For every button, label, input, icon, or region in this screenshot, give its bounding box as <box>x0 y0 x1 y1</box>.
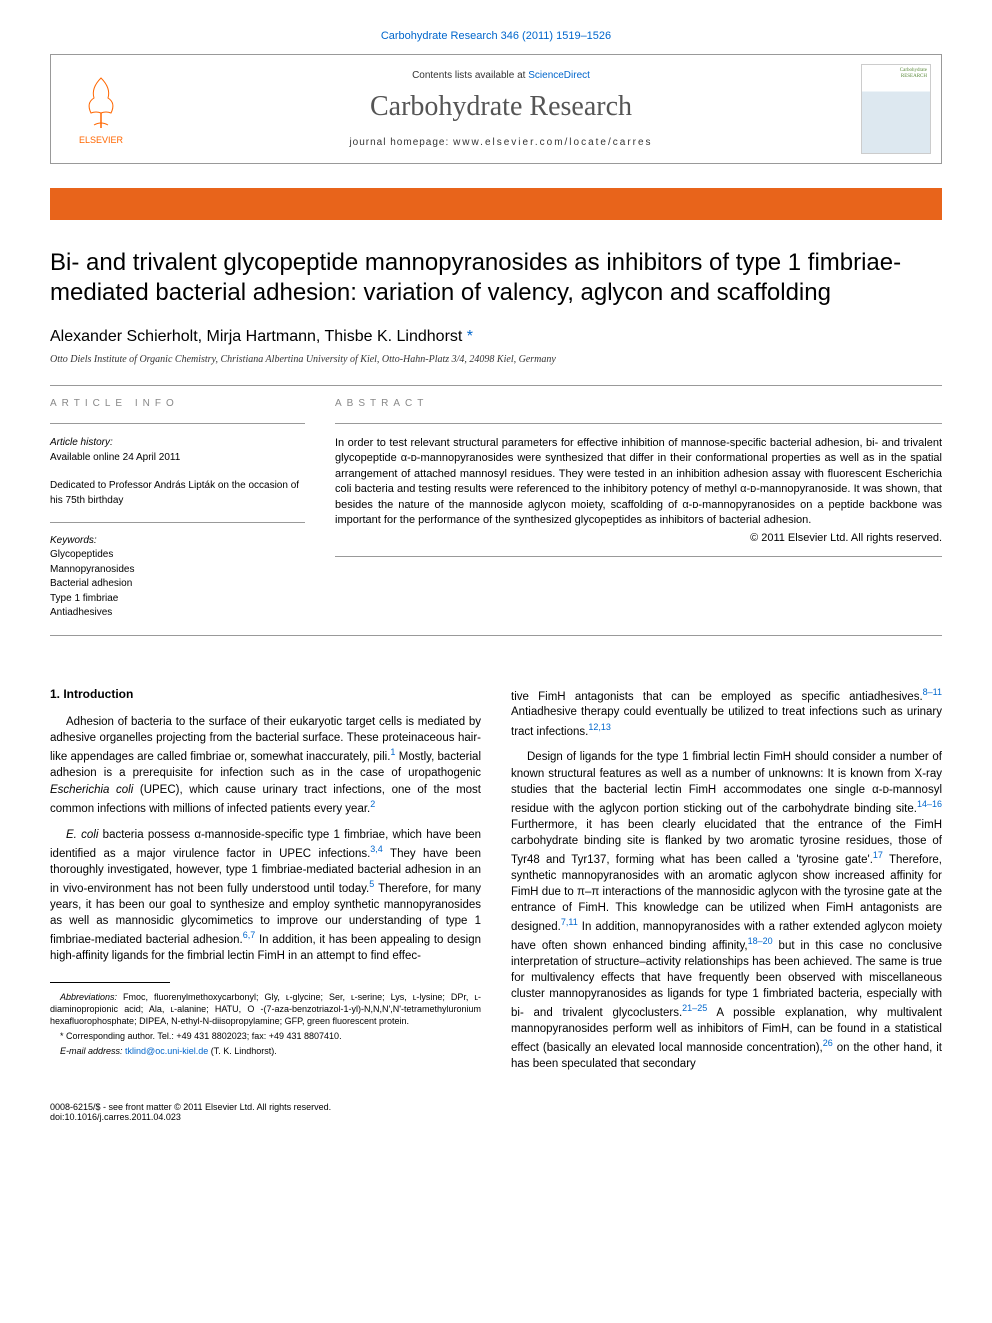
intro-heading: 1. Introduction <box>50 686 481 703</box>
keyword: Glycopeptides <box>50 548 305 563</box>
doi: doi:10.1016/j.carres.2011.04.023 <box>50 1112 942 1122</box>
article-title: Bi- and trivalent glycopeptide mannopyra… <box>50 248 942 308</box>
abstract-label: ABSTRACT <box>335 398 942 409</box>
journal-cover-thumbnail[interactable]: CarbohydrateRESEARCH <box>861 64 931 154</box>
ref-link[interactable]: 18–20 <box>748 936 773 946</box>
journal-header-box: ELSEVIER Contents lists available at Sci… <box>50 54 942 164</box>
divider <box>50 522 305 523</box>
sciencedirect-link[interactable]: ScienceDirect <box>528 70 590 81</box>
journal-name: Carbohydrate Research <box>141 91 861 123</box>
left-column: 1. Introduction Adhesion of bacteria to … <box>50 686 481 1083</box>
authors-text: Alexander Schierholt, Mirja Hartmann, Th… <box>50 328 462 345</box>
abstract-copyright: © 2011 Elsevier Ltd. All rights reserved… <box>335 532 942 544</box>
email-link[interactable]: tklind@oc.uni-kiel.de <box>125 1046 208 1056</box>
history-text: Available online 24 April 2011 <box>50 452 180 463</box>
divider <box>50 423 305 424</box>
ref-link[interactable]: 6,7 <box>243 930 256 940</box>
footnote-separator <box>50 982 170 983</box>
abbreviations-footnote: Abbreviations: Fmoc, fluorenylmethoxycar… <box>50 991 481 1027</box>
ref-link[interactable]: 8–11 <box>923 687 942 697</box>
homepage-text: journal homepage: www.elsevier.com/locat… <box>141 137 861 148</box>
ref-link[interactable]: 7,11 <box>561 917 578 927</box>
right-column: tive FimH antagonists that can be employ… <box>511 686 942 1083</box>
ref-link[interactable]: 12,13 <box>588 722 611 732</box>
keyword: Mannopyranosides <box>50 563 305 578</box>
abstract-column: ABSTRACT In order to test relevant struc… <box>335 398 942 621</box>
keywords-label: Keywords: <box>50 535 305 546</box>
dedication: Dedicated to Professor András Lipták on … <box>50 479 305 508</box>
intro-p2: E. coli bacteria possess α-mannoside-spe… <box>50 827 481 964</box>
cover-label: CarbohydrateRESEARCH <box>900 68 927 79</box>
divider <box>335 556 942 557</box>
intro-p1: Adhesion of bacteria to the surface of t… <box>50 714 481 816</box>
elsevier-logo[interactable]: ELSEVIER <box>61 64 141 154</box>
ref-link[interactable]: 21–25 <box>682 1003 707 1013</box>
header-center: Contents lists available at ScienceDirec… <box>141 70 861 148</box>
keyword: Antiadhesives <box>50 606 305 621</box>
contents-prefix: Contents lists available at <box>412 70 528 81</box>
affiliation: Otto Diels Institute of Organic Chemistr… <box>50 354 942 365</box>
footnotes: Abbreviations: Fmoc, fluorenylmethoxycar… <box>50 991 481 1058</box>
divider <box>50 385 942 386</box>
keyword: Type 1 fimbriae <box>50 592 305 607</box>
elsevier-text: ELSEVIER <box>79 135 123 145</box>
journal-ref-text[interactable]: Carbohydrate Research 346 (2011) 1519–15… <box>381 30 611 42</box>
history-label: Article history: <box>50 437 113 448</box>
front-matter-copyright: 0008-6215/$ - see front matter © 2011 El… <box>50 1102 942 1112</box>
info-abstract-row: ARTICLE INFO Article history: Available … <box>50 398 942 621</box>
elsevier-tree-icon <box>76 73 126 133</box>
email-footnote: E-mail address: tklind@oc.uni-kiel.de (T… <box>50 1045 481 1057</box>
article-info-label: ARTICLE INFO <box>50 398 305 409</box>
intro-p4: Design of ligands for the type 1 fimbria… <box>511 749 942 1072</box>
ref-link[interactable]: 17 <box>873 850 883 860</box>
corresponding-marker[interactable]: * <box>467 328 473 345</box>
ref-link[interactable]: 2 <box>370 799 375 809</box>
keyword: Bacterial adhesion <box>50 577 305 592</box>
ref-link[interactable]: 26 <box>823 1038 833 1048</box>
abstract-text: In order to test relevant structural par… <box>335 436 942 528</box>
article-history: Article history: Available online 24 Apr… <box>50 436 305 465</box>
contents-lists-text: Contents lists available at ScienceDirec… <box>141 70 861 81</box>
ref-link[interactable]: 14–16 <box>917 799 942 809</box>
divider <box>335 423 942 424</box>
body-columns: 1. Introduction Adhesion of bacteria to … <box>50 686 942 1083</box>
journal-reference: Carbohydrate Research 346 (2011) 1519–15… <box>50 30 942 42</box>
homepage-prefix: journal homepage: <box>349 137 453 148</box>
keywords-list: Glycopeptides Mannopyranosides Bacterial… <box>50 548 305 621</box>
authors-line: Alexander Schierholt, Mirja Hartmann, Th… <box>50 328 942 346</box>
article-info-column: ARTICLE INFO Article history: Available … <box>50 398 305 621</box>
intro-p3: tive FimH antagonists that can be employ… <box>511 686 942 740</box>
orange-divider-bar <box>50 188 942 220</box>
bottom-metadata: 0008-6215/$ - see front matter © 2011 El… <box>50 1102 942 1122</box>
homepage-url[interactable]: www.elsevier.com/locate/carres <box>453 137 653 148</box>
corresponding-footnote: * Corresponding author. Tel.: +49 431 88… <box>50 1030 481 1042</box>
ref-link[interactable]: 3,4 <box>370 844 383 854</box>
divider <box>50 635 942 636</box>
